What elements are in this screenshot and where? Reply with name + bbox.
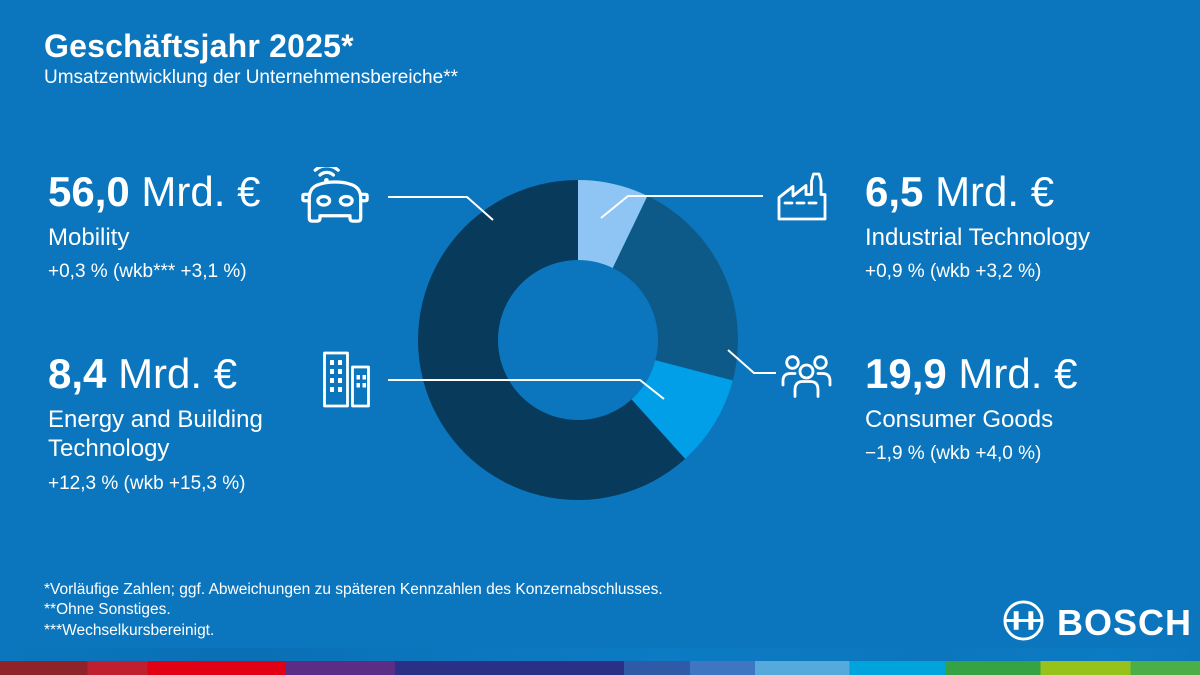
footnote-2: **Ohne Sonstiges.: [44, 601, 171, 619]
donut-segment-energy-and-building-technology: [631, 360, 733, 459]
consumer-goods-value: 19,9 Mrd. €: [865, 350, 1078, 397]
bosch-anchor-icon: [1002, 599, 1045, 647]
footnote-1: *Vorläufige Zahlen; ggf. Abweichungen zu…: [44, 581, 663, 598]
energy-building-label: Energy and Building Technology: [48, 406, 263, 463]
connected-car-icon: [298, 167, 372, 227]
page-title: Geschäftsjahr 2025*: [44, 28, 354, 64]
consumer-goods-label: Consumer Goods: [865, 406, 1054, 434]
consumer-goods-number: 19,9: [865, 350, 947, 397]
donut-segment-industrial-technology: [578, 179, 648, 268]
consumer-goods-unit: Mrd. €: [958, 350, 1078, 397]
mobility-value: 56,0 Mrd. €: [48, 168, 261, 215]
energy-building-change: +12,3 % (wkb +15,3 %): [48, 472, 246, 494]
supergraphic-color-band: [0, 661, 1200, 675]
mobility-connector-line: [388, 196, 494, 221]
energy-building-connector-line: [388, 379, 665, 400]
donut-segment-consumer-goods: [612, 195, 738, 381]
page-subtitle: Umsatzentwicklung der Unternehmensbereic…: [44, 67, 458, 88]
stat-block-industrial-technology: 6,5 Mrd. € Industrial Technology +0,9 % …: [865, 168, 1091, 283]
footnote-3: ***Wechselkursbereinigt.: [44, 621, 215, 639]
energy-building-unit: Mrd. €: [118, 350, 238, 397]
stat-block-consumer-goods: 19,9 Mrd. € Consumer Goods −1,9 % (wkb +…: [865, 350, 1078, 465]
footnotes: *Vorläufige Zahlen; ggf. Abweichungen zu…: [44, 580, 663, 641]
donut-segment-mobility: [418, 180, 686, 500]
mobility-change: +0,3 % (wkb*** +3,1 %): [48, 261, 247, 283]
donut-chart: [418, 179, 738, 500]
mobility-label: Mobility: [48, 224, 130, 252]
factory-icon: [774, 169, 832, 223]
supergraphic-soft-band: [0, 648, 1200, 661]
industrial-technology-value: 6,5 Mrd. €: [865, 168, 1090, 215]
industrial-technology-change: +0,9 % (wkb +3,2 %): [865, 261, 1042, 283]
industrial-technology-unit: Mrd. €: [935, 168, 1055, 215]
mobility-number: 56,0: [48, 168, 130, 215]
connector-lines: [388, 195, 776, 400]
consumer-goods-change: −1,9 % (wkb +4,0 %): [865, 443, 1042, 465]
bosch-wordmark: BOSCH: [1057, 602, 1193, 643]
mobility-unit: Mrd. €: [141, 168, 261, 215]
bosch-logo: BOSCH: [1002, 599, 1192, 647]
people-icon: [778, 350, 835, 408]
buildings-icon: [316, 350, 373, 410]
energy-building-number: 8,4: [48, 350, 107, 397]
industrial-technology-connector-line: [600, 195, 763, 219]
industrial-technology-label: Industrial Technology: [865, 224, 1091, 252]
stat-block-mobility: 56,0 Mrd. € Mobility +0,3 % (wkb*** +3,1…: [48, 168, 261, 283]
industrial-technology-number: 6,5: [865, 168, 924, 215]
stat-block-energy-building: 8,4 Mrd. € Energy and Building Technolog…: [48, 350, 328, 495]
consumer-goods-connector-line: [727, 349, 776, 374]
energy-building-value: 8,4 Mrd. €: [48, 350, 328, 397]
